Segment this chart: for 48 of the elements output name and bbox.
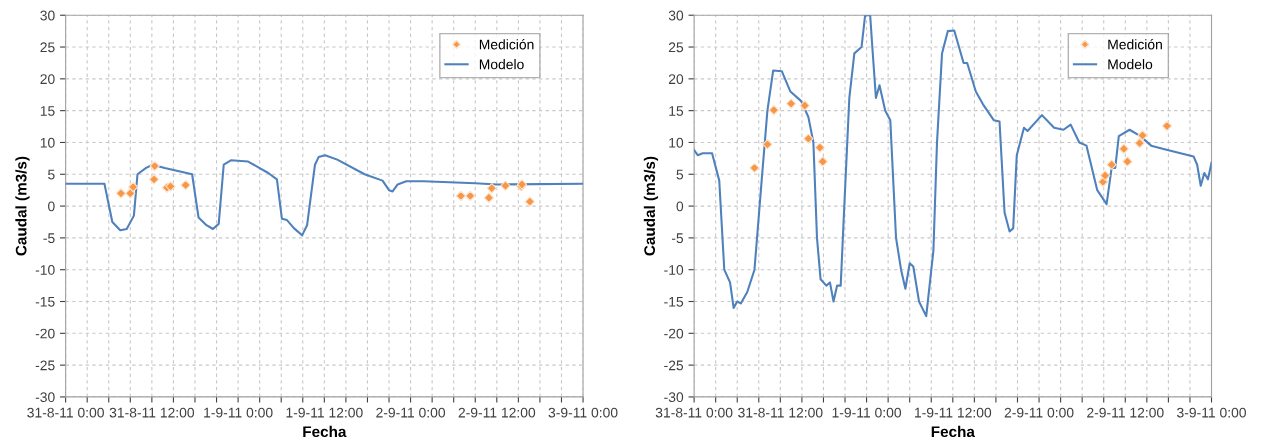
- y-tick-label: 5: [676, 169, 684, 180]
- y-tick-label: -10: [664, 265, 684, 275]
- legend-label: Medición: [1108, 39, 1162, 50]
- x-tick-label: 1-9-11 0:00: [204, 407, 273, 418]
- y-tick-label: -5: [43, 233, 55, 244]
- y-axis-title: Caudal (m3/s): [15, 156, 30, 256]
- y-tick-label: -20: [664, 328, 684, 339]
- y-tick-label: -5: [671, 233, 684, 244]
- y-tick-label: 0: [676, 201, 684, 212]
- x-tick-label: 1-9-11 0:00: [832, 407, 902, 418]
- y-tick-label: 30: [40, 10, 55, 21]
- y-tick-label: 25: [668, 42, 684, 53]
- y-tick-label: -15: [664, 296, 684, 307]
- y-tick-label: -30: [664, 392, 684, 403]
- y-axis-title: Caudal (m3/s): [643, 156, 659, 256]
- y-tick-label: 10: [669, 137, 684, 148]
- x-tick-label: 2-9-11 0:00: [1004, 407, 1074, 418]
- y-tick-label: 15: [40, 106, 55, 116]
- y-tick-label: -10: [35, 265, 55, 275]
- x-tick-label: 31-8-11 0:00: [27, 407, 104, 418]
- y-tick-label: 25: [40, 42, 55, 53]
- x-tick-label: 2-9-11 12:00: [458, 407, 536, 418]
- x-tick-label: 3-9-11 0:00: [548, 407, 618, 418]
- y-tick-label: 0: [48, 201, 55, 212]
- y-tick-label: 10: [40, 137, 55, 148]
- x-tick-label: 2-9-11 0:00: [376, 407, 446, 418]
- x-tick-label: 31-8-11 0:00: [655, 407, 733, 418]
- legend-label: Modelo: [1108, 59, 1153, 70]
- legend-label: Medición: [479, 39, 534, 50]
- x-tick-label: 31-8-11 12:00: [738, 407, 823, 418]
- y-tick-label: -20: [35, 328, 55, 339]
- x-tick-label: 2-9-11 12:00: [1087, 407, 1164, 418]
- y-tick-label: -15: [35, 296, 55, 307]
- x-axis-title: Fecha: [931, 425, 975, 438]
- y-tick-label: 20: [668, 74, 684, 85]
- y-tick-label: -25: [35, 360, 55, 371]
- y-tick-label: -25: [664, 360, 684, 371]
- x-tick-label: 31-8-11 12:00: [109, 407, 195, 418]
- x-axis-title: Fecha: [303, 425, 347, 438]
- y-tick-label: 20: [40, 74, 55, 85]
- x-tick-label: 3-9-11 0:00: [1177, 407, 1246, 418]
- y-tick-label: 30: [668, 10, 684, 21]
- x-tick-label: 1-9-11 12:00: [915, 407, 992, 418]
- y-tick-label: 15: [669, 106, 684, 116]
- y-tick-label: 5: [48, 169, 55, 180]
- y-tick-label: -30: [35, 392, 55, 403]
- legend-label: Modelo: [479, 59, 524, 70]
- x-tick-label: 1-9-11 12:00: [286, 407, 363, 418]
